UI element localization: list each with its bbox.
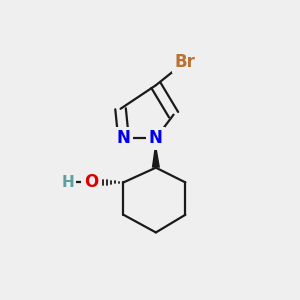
Text: O: O [84,173,98,191]
Text: H: H [61,175,74,190]
Text: Br: Br [175,53,196,71]
Polygon shape [152,141,160,168]
Text: N: N [149,129,163,147]
Text: N: N [117,129,130,147]
